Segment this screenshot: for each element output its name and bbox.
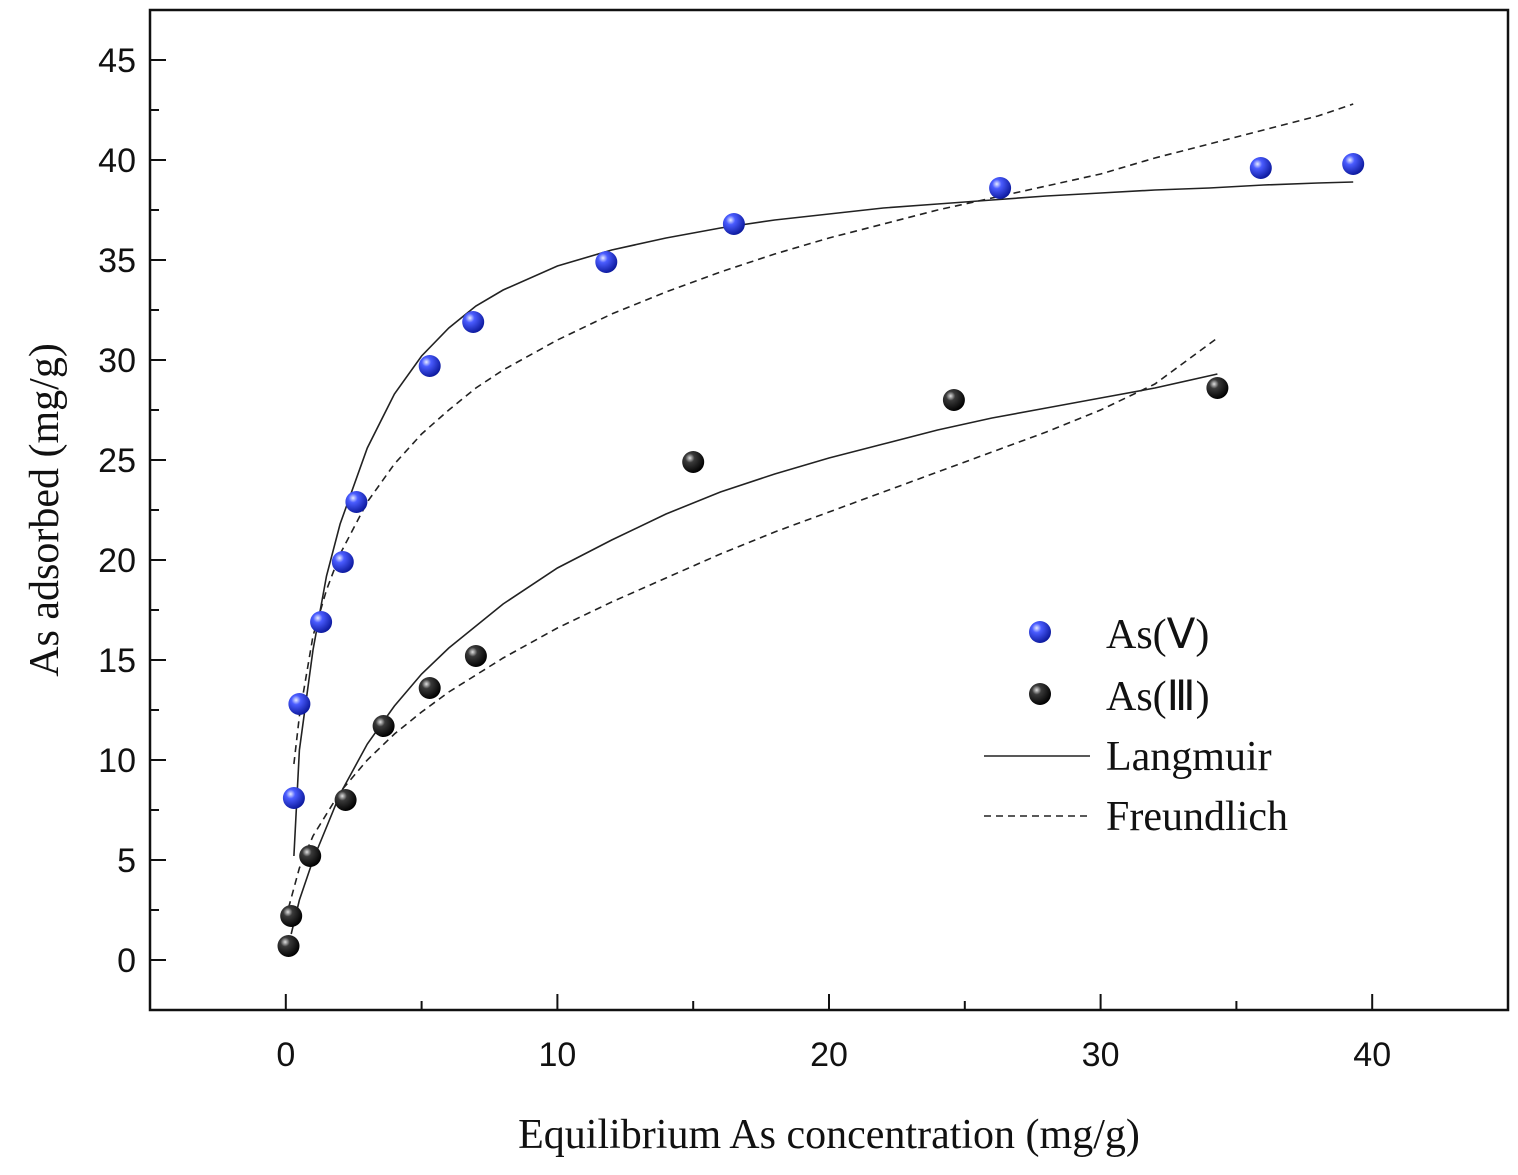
x-tick-label: 0 — [276, 1036, 295, 1074]
y-tick-label: 0 — [117, 942, 136, 980]
as-v-point — [462, 311, 485, 333]
x-tick-label: 20 — [810, 1036, 848, 1074]
y-tick-label: 15 — [98, 642, 136, 680]
legend-label-freundlich: Freundlich — [1106, 794, 1288, 840]
y-tick-label: 45 — [98, 42, 136, 80]
x-tick-label: 10 — [538, 1036, 576, 1074]
y-tick-label: 35 — [98, 242, 136, 280]
as-v-point — [282, 787, 305, 809]
legend-label-langmuir: Langmuir — [1106, 734, 1272, 780]
x-axis-title: Equilibrium As concentration (mg/g) — [518, 1112, 1140, 1158]
legend-marker-as-v — [1029, 621, 1051, 643]
freundlich-curve — [293, 103, 1354, 765]
as-v-point — [331, 551, 354, 573]
as-iii-point — [277, 935, 300, 957]
y-axis-ticks: 0 5 10 15 20 25 30 35 40 45 — [98, 42, 166, 980]
y-tick-label: 20 — [98, 542, 136, 580]
as-iii-point — [942, 389, 965, 411]
as-v-point — [310, 611, 333, 633]
as-v-point — [1249, 157, 1272, 179]
y-tick-label: 10 — [98, 742, 136, 780]
as-iii-point — [280, 905, 303, 927]
data-points — [277, 153, 1365, 957]
y-tick-label: 30 — [98, 342, 136, 380]
langmuir-curve — [290, 373, 1218, 935]
as-v-point — [722, 213, 745, 235]
legend: As(Ⅴ) As(Ⅲ) Langmuir Freundlich — [984, 612, 1288, 840]
as-v-point — [288, 693, 311, 715]
as-v-point — [989, 177, 1012, 199]
as-iii-point — [682, 451, 705, 473]
as-v-point — [345, 491, 368, 513]
as-v-point — [418, 355, 441, 377]
as-iii-point — [464, 645, 487, 667]
as-iii-point — [334, 789, 357, 811]
legend-label-as-v: As(Ⅴ) — [1106, 612, 1209, 658]
y-tick-label: 25 — [98, 442, 136, 480]
as-v-point — [1342, 153, 1365, 175]
y-axis-title: As adsorbed (mg/g) — [22, 343, 68, 677]
freundlich-curve — [287, 337, 1218, 909]
x-tick-label: 30 — [1082, 1036, 1120, 1074]
x-tick-label: 40 — [1353, 1036, 1391, 1074]
as-iii-point — [299, 845, 322, 867]
as-v-point — [595, 251, 618, 273]
as-iii-point — [1206, 377, 1229, 399]
y-tick-label: 5 — [117, 842, 136, 880]
legend-marker-as-iii — [1029, 683, 1051, 705]
as-iii-point — [372, 715, 395, 737]
x-axis-ticks: 0 10 20 30 40 — [276, 994, 1391, 1074]
y-tick-label: 40 — [98, 142, 136, 180]
as-iii-point — [418, 677, 441, 699]
legend-label-as-iii: As(Ⅲ) — [1106, 674, 1210, 720]
